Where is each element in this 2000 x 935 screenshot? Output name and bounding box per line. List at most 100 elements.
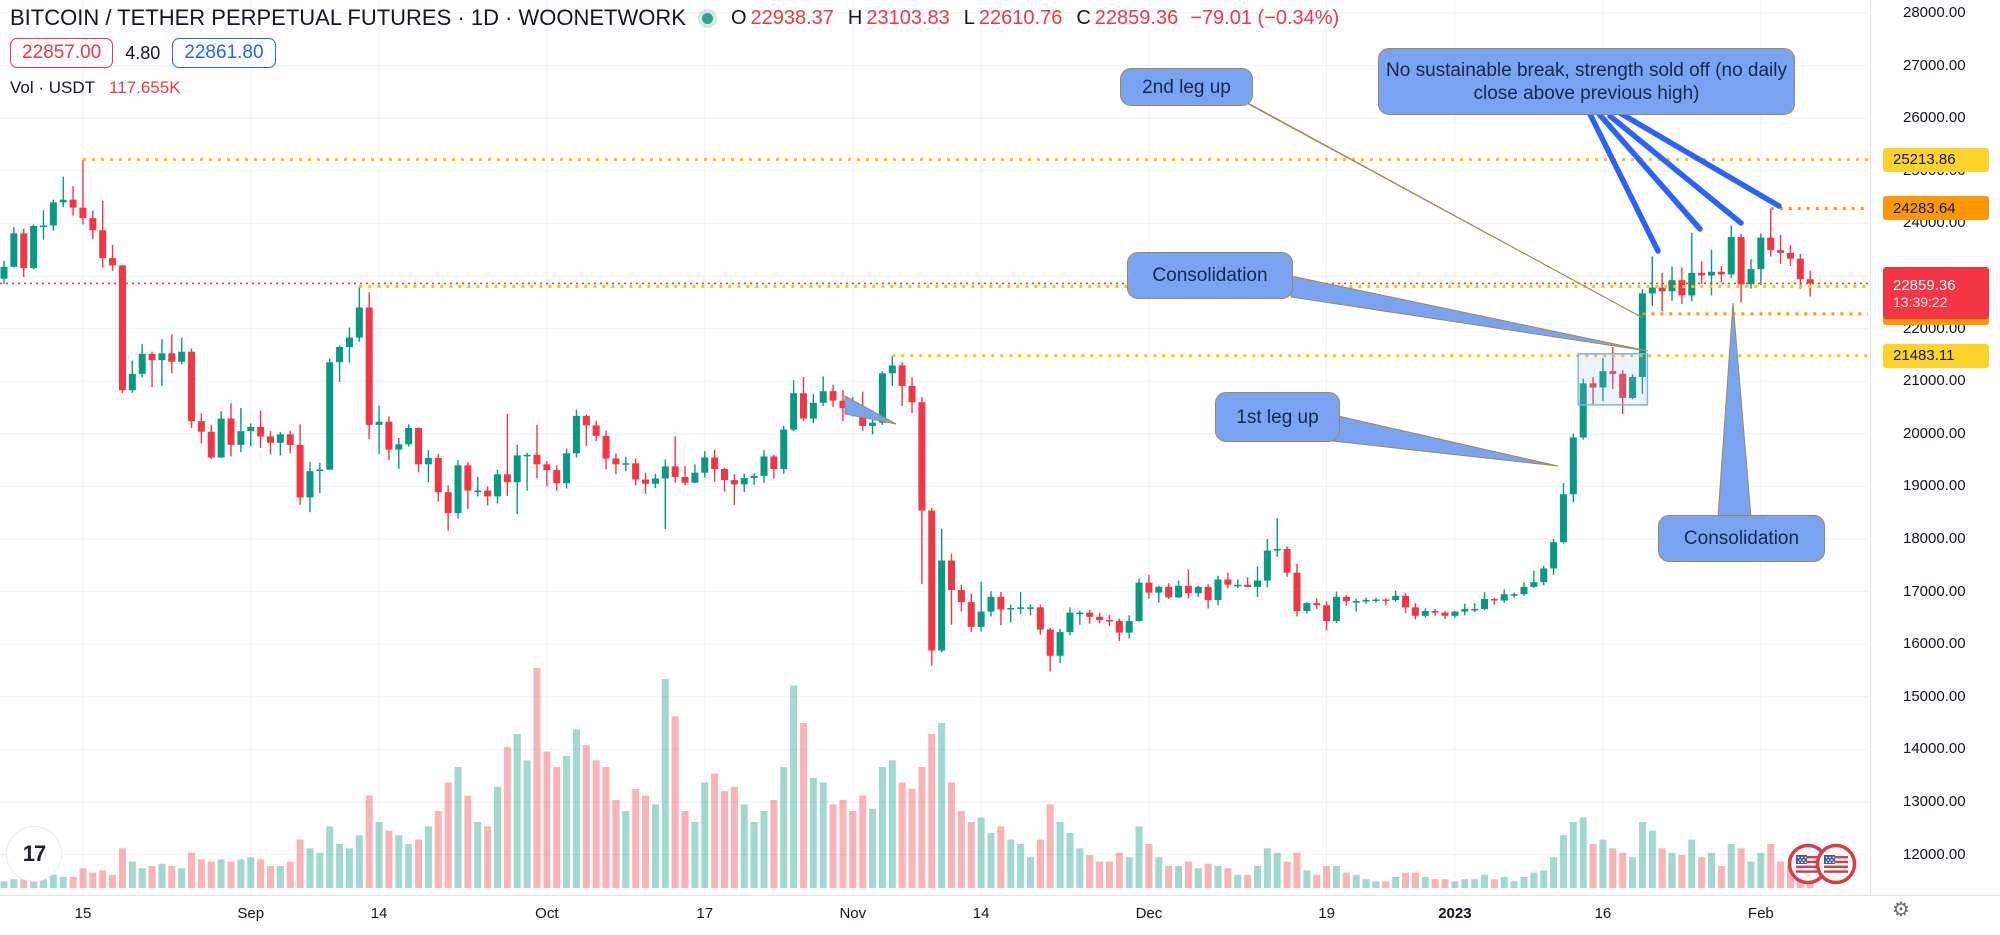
candle-body — [533, 454, 541, 465]
candle-body — [178, 351, 186, 362]
candle-body — [543, 464, 551, 471]
candle-body — [355, 307, 363, 338]
volume-bar — [1402, 872, 1410, 888]
candle-body — [918, 402, 926, 511]
volume-bar — [1194, 868, 1202, 888]
candle-body — [365, 307, 373, 425]
volume-bar — [454, 767, 462, 888]
volume-bar — [1155, 857, 1163, 888]
candle-body — [1786, 252, 1794, 259]
volume-bar — [336, 844, 344, 888]
candle-body — [306, 471, 314, 498]
candle-body — [582, 415, 590, 426]
callout-no-sustainable-break[interactable]: No sustainable break, strength sold off … — [1378, 48, 1795, 115]
price-tick-label: 17000.00 — [1903, 582, 1966, 600]
close-value: 22859.36 — [1094, 6, 1179, 29]
volume-bar — [1323, 866, 1331, 888]
candle-body — [671, 466, 679, 477]
volume-bar — [1737, 848, 1745, 888]
volume-bar — [39, 877, 47, 888]
annotation-arrow — [1617, 110, 1782, 209]
volume-bar — [1678, 855, 1686, 888]
candle-body — [780, 429, 788, 470]
annotation-arrow — [1596, 111, 1703, 232]
callout-text: 2nd leg up — [1142, 76, 1231, 98]
callout-2nd-leg-up[interactable]: 2nd leg up — [1120, 68, 1253, 106]
price-axis[interactable]: 28000.0027000.0026000.0025000.0024000.00… — [1870, 0, 2000, 895]
candle-body — [602, 435, 610, 459]
tradingview-logo-icon[interactable]: 17 — [6, 826, 62, 882]
callout-text: No sustainable break, strength sold off … — [1386, 59, 1787, 104]
volume-bar — [651, 804, 659, 888]
us-flag-icon[interactable] — [1815, 843, 1857, 885]
volume-bar — [1629, 857, 1637, 888]
volume-bar — [1175, 866, 1183, 888]
volume-bar — [572, 729, 580, 888]
candle-body — [1046, 629, 1054, 656]
price-tick-label: 18000.00 — [1903, 530, 1966, 547]
volume-bar — [1204, 863, 1212, 888]
candle-body — [217, 418, 225, 458]
volume-bar — [740, 804, 748, 888]
volume-bar — [691, 822, 699, 888]
candle-body — [296, 444, 304, 498]
candle-body — [345, 337, 353, 348]
callout-consolidation-2[interactable]: Consolidation — [1658, 515, 1825, 562]
volume-bar — [1648, 830, 1656, 888]
axis-settings-gear-icon[interactable]: ⚙ — [1892, 899, 1910, 921]
symbol-title[interactable]: BITCOIN / TETHER PERPETUAL FUTURES · 1D … — [10, 5, 686, 30]
volume-bar — [977, 817, 985, 888]
volume-bar — [661, 679, 669, 888]
volume-bar — [1313, 874, 1321, 888]
volume-bar — [217, 859, 225, 888]
volume-bar — [1688, 839, 1696, 888]
volume-bar — [128, 861, 136, 888]
annotation-arrow — [1586, 109, 1661, 254]
candle-body — [513, 455, 521, 483]
volume-label[interactable]: Vol · USDT — [10, 78, 96, 97]
candle-body — [987, 596, 995, 612]
time-axis[interactable]: 15 Sep 14 Oct 17 Nov 14 Dec 19 2023 16 Feb — [0, 895, 2000, 935]
volume-bar — [1550, 857, 1558, 888]
volume-bar — [434, 811, 442, 888]
candle-body — [642, 479, 650, 484]
volume-bar — [1510, 881, 1518, 888]
candle-body — [1194, 586, 1202, 594]
volume-bar — [395, 835, 403, 888]
candle-body — [1550, 542, 1558, 569]
economic-event-flags[interactable] — [1787, 843, 1857, 885]
sell-button[interactable]: 22857.00 — [10, 38, 114, 68]
candle-body — [681, 476, 689, 483]
candle-body — [572, 415, 580, 454]
candle-body — [957, 590, 965, 603]
volume-bar — [1135, 826, 1143, 888]
candle-body — [1184, 585, 1192, 594]
candle-body — [819, 391, 827, 403]
buy-button[interactable]: 22861.80 — [172, 38, 276, 68]
callout-consolidation-1[interactable]: Consolidation — [1127, 252, 1293, 299]
volume-bar — [602, 767, 610, 888]
volume-bar — [1599, 839, 1607, 888]
candle-body — [1283, 548, 1291, 573]
candle-body — [1569, 437, 1577, 495]
candle-body — [286, 434, 294, 445]
volume-bar — [227, 861, 235, 888]
candle-body — [1145, 582, 1153, 593]
candle-body — [740, 477, 748, 485]
volume-bar — [750, 822, 758, 888]
candle-body — [148, 353, 156, 361]
volume-bar — [799, 723, 807, 888]
candle-body — [1540, 568, 1548, 583]
volume-bar — [69, 877, 77, 888]
callout-1st-leg-up[interactable]: 1st leg up — [1215, 392, 1340, 442]
candle-body — [1767, 237, 1775, 251]
candle-body — [799, 393, 807, 419]
volume-bar — [1026, 857, 1034, 888]
candle-body — [1648, 287, 1656, 294]
candle-body — [1175, 585, 1183, 598]
price-tick-label: 21000.00 — [1903, 372, 1966, 390]
candle-body — [336, 347, 344, 363]
volume-bar — [1214, 866, 1222, 888]
volume-bar — [632, 789, 640, 888]
